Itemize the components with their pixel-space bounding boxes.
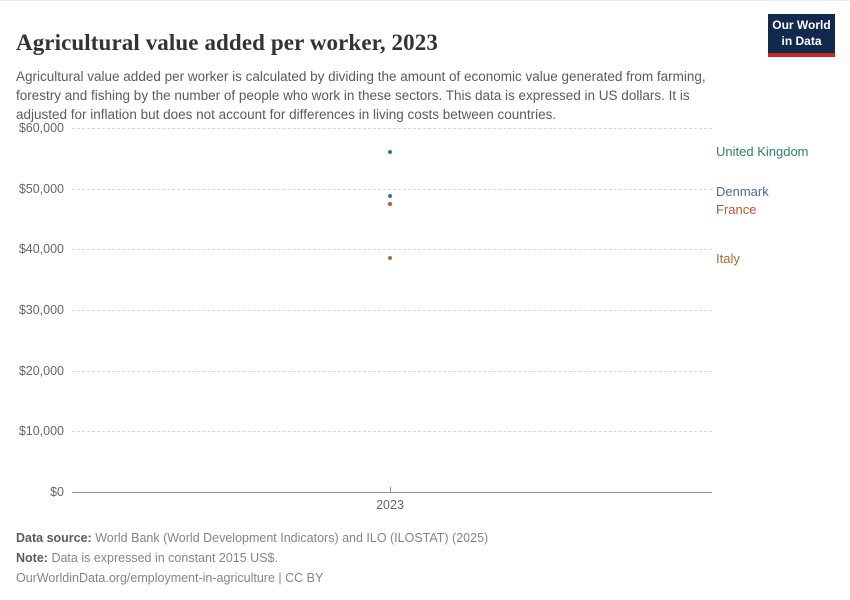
data-point-denmark[interactable] — [388, 193, 392, 198]
entity-label-italy[interactable]: Italy — [716, 250, 740, 266]
citation-line: OurWorldinData.org/employment-in-agricul… — [16, 568, 488, 588]
y-tick-label: $30,000 — [18, 303, 64, 317]
x-tick-label: 2023 — [376, 498, 404, 512]
y-gridline — [72, 128, 712, 129]
chart-footer: Data source: World Bank (World Developme… — [16, 528, 488, 588]
chart-subtitle: Agricultural value added per worker is c… — [16, 68, 706, 122]
citation-url-link[interactable]: OurWorldinData.org/employment-in-agricul… — [16, 571, 275, 585]
owid-logo-line1: Our World — [772, 18, 831, 32]
entity-label-united-kingdom[interactable]: United Kingdom — [716, 143, 809, 159]
entity-label-denmark[interactable]: Denmark — [716, 183, 769, 199]
page-title: Agricultural value added per worker, 202… — [16, 30, 438, 56]
y-tick-label: $20,000 — [18, 363, 64, 378]
note-label: Note: — [16, 551, 48, 565]
owid-logo[interactable]: Our World in Data — [768, 14, 835, 57]
data-source-text: World Bank (World Development Indicators… — [95, 531, 489, 545]
data-point-italy[interactable] — [388, 255, 392, 260]
y-tick-label: $40,000 — [18, 242, 64, 257]
entity-label-france[interactable]: France — [716, 202, 757, 218]
note-line: Note: Data is expressed in constant 2015… — [16, 548, 488, 568]
note-text: Data is expressed in constant 2015 US$. — [51, 551, 278, 565]
y-gridline — [72, 310, 712, 311]
data-source-line: Data source: World Bank (World Developme… — [16, 528, 488, 548]
y-gridline — [72, 249, 712, 251]
x-tick-mark — [390, 487, 391, 492]
y-gridline — [72, 370, 712, 372]
x-axis-line — [72, 492, 712, 493]
y-gridline — [72, 188, 712, 190]
citation-license: CC BY — [285, 571, 324, 585]
data-point-france[interactable] — [388, 202, 392, 207]
y-tick-label: $0 — [50, 485, 64, 499]
y-gridline — [72, 431, 712, 433]
data-source-label: Data source: — [16, 531, 92, 545]
y-tick-label: $50,000 — [18, 181, 64, 196]
owid-logo-line2: in Data — [781, 34, 822, 48]
data-point-united-kingdom[interactable] — [388, 149, 392, 154]
y-tick-label: $60,000 — [18, 121, 64, 135]
y-tick-label: $10,000 — [18, 424, 64, 439]
citation-separator: | — [278, 571, 282, 585]
